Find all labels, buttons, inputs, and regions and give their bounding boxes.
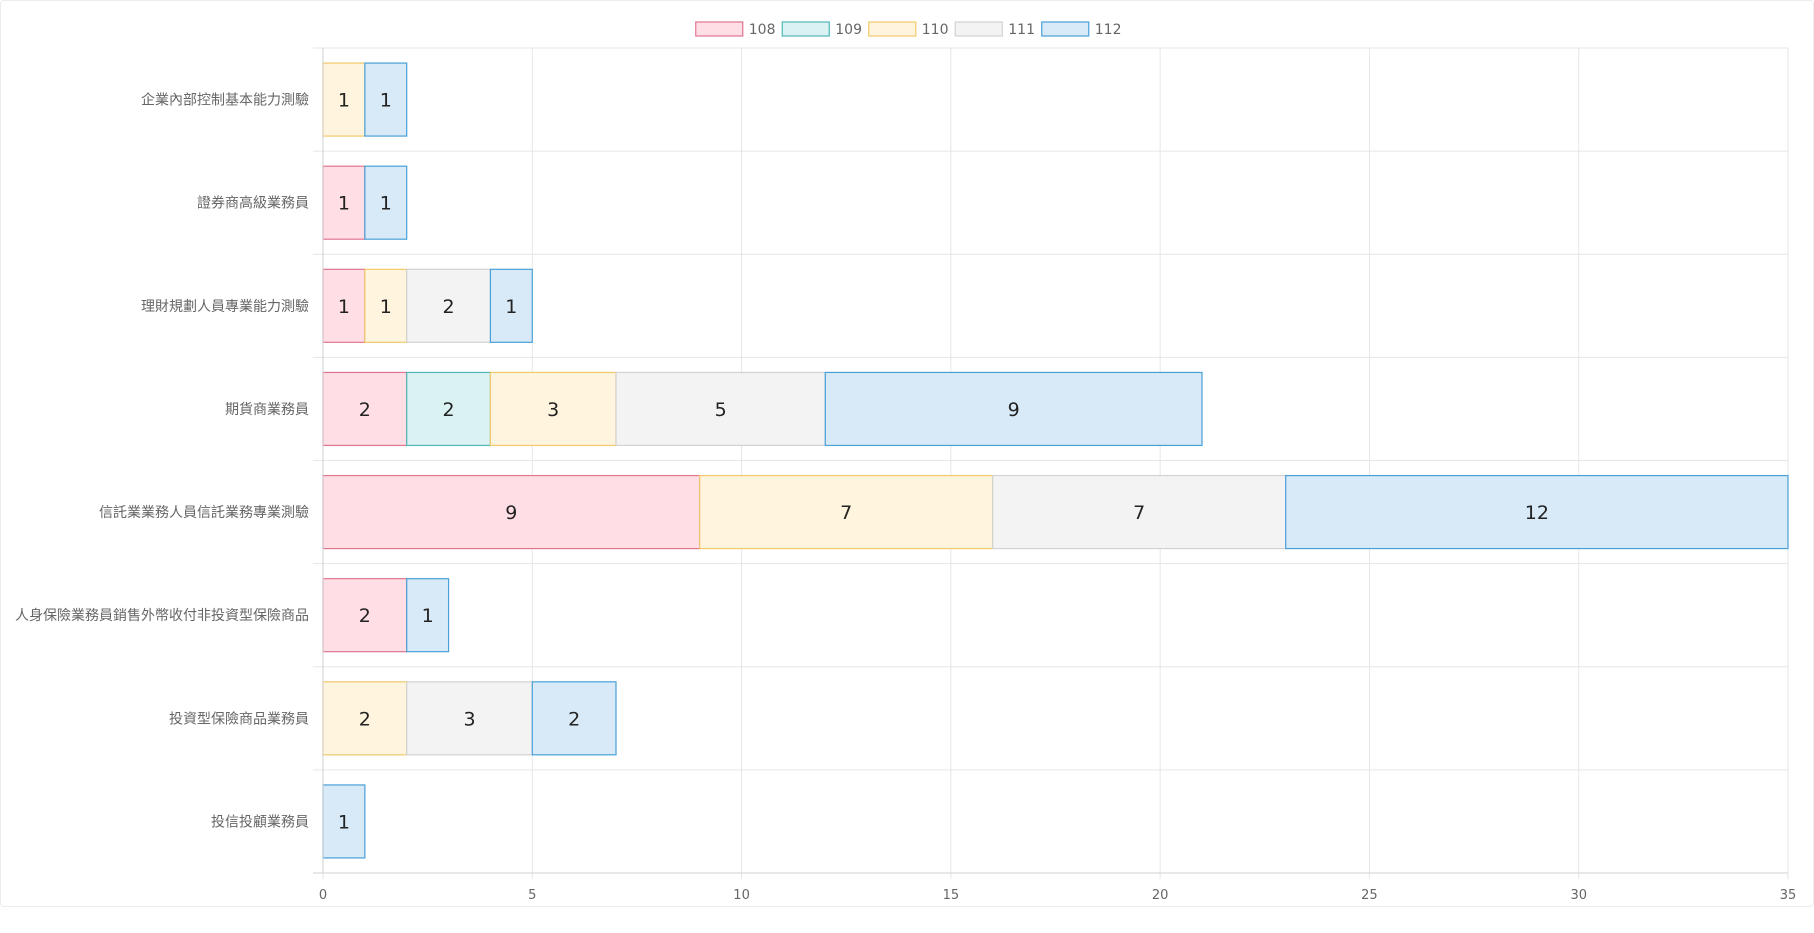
bar-value-label: 9 [505,502,517,524]
bar-value-label: 7 [840,502,852,524]
bar-segment-112[interactable] [489,268,533,343]
legend: 108 109 110 111 112 [695,21,1122,38]
bar-value-label: 7 [1133,502,1145,524]
bar-value-label: 5 [715,399,727,421]
bar-value-label: 2 [359,399,371,421]
x-tick-label: 35 [1780,888,1797,903]
category-label: 信託業業務人員信託業務專業測驗 [99,505,309,521]
bar-value-label: 2 [359,708,371,730]
bar-segment-108[interactable] [322,268,366,343]
bar-segment-112[interactable] [364,62,408,137]
bar-value-label: 1 [338,193,350,215]
bar-segment-111[interactable] [406,681,533,756]
legend-swatch-108[interactable] [695,21,744,37]
x-tick-label: 20 [1152,888,1169,903]
axes: 0 5 10 15 20 25 30 35企業內部控制基本能力測驗證券商高級業務員理財規劃人員… [15,48,1796,903]
bar-value-label: 1 [505,296,517,318]
category-label: 企業內部控制基本能力測驗 [141,92,309,109]
legend-label[interactable]: 110 [922,22,949,38]
bar-value-label: 3 [547,399,559,421]
bar-value-label: 2 [568,708,580,730]
bar-value-label: 1 [380,90,392,112]
category-label: 證券商高級業務員 [197,195,309,212]
bar-value-label: 2 [443,296,455,318]
category-label: 期貨商業務員 [225,401,309,418]
bar-value-label: 1 [380,193,392,215]
bar-segment-112[interactable] [322,784,366,859]
bar-segment-112[interactable] [531,681,617,756]
bar-segment-112[interactable] [824,371,1203,447]
bar-value-label: 1 [338,90,350,112]
legend-swatch-111[interactable] [954,21,1003,37]
bar-segment-111[interactable] [615,371,826,447]
bar-value-label: 3 [463,708,475,730]
bar-value-label: 9 [1008,399,1020,421]
legend-swatch-110[interactable] [868,21,917,37]
legend-swatch-109[interactable] [781,21,830,37]
bar-segment-112[interactable] [406,578,450,653]
legend-label[interactable]: 108 [749,22,776,38]
x-tick-label: 30 [1570,888,1587,903]
bar-value-label: 1 [380,296,392,318]
legend-label[interactable]: 111 [1008,22,1035,38]
category-label: 投信投顧業務員 [211,814,309,830]
legend-label[interactable]: 109 [835,22,862,38]
x-tick-label: 15 [943,888,960,903]
category-label: 人身保險業務員銷售外幣收付非投資型保險商品 [15,608,309,624]
bar-value-label: 2 [443,399,455,421]
bar-segment-110[interactable] [489,371,617,447]
bar-value-label: 1 [338,296,350,318]
bars: 1 11 11 1 2 12 2 3 5 99 7 7 122 12 3 21 [322,62,1789,859]
bar-value-label: 12 [1525,502,1549,524]
bar-segment-111[interactable] [992,474,1287,550]
bar-segment-110[interactable] [699,474,994,550]
bar-value-label: 1 [422,605,434,627]
category-label: 投資型保險商品業務員 [169,711,309,727]
legend-swatch-112[interactable] [1041,21,1090,37]
x-tick-label: 10 [733,888,750,903]
bar-value-label: 1 [338,811,350,833]
category-label: 理財規劃人員專業能力測驗 [141,299,309,315]
bar-segment-110[interactable] [322,681,408,756]
x-tick-label: 5 [528,888,536,903]
x-tick-label: 0 [319,888,327,903]
bar-value-label: 2 [359,605,371,627]
chart-container: 108 109 110 111 112 1 1 1 1 1 1 2 1 2 2 3 5 9 9 7 7 12 2 1 2 3 2 1… [0,0,1814,907]
bar-segment-111[interactable] [406,268,492,343]
stacked-bar-chart: 108 109 110 111 112 1 11 11 1 2 12 2 3 5 99 7 7 122 12 3 21… [15,21,1796,903]
legend-label[interactable]: 112 [1095,22,1122,38]
bar-segment-112[interactable] [1285,474,1789,550]
x-tick-label: 25 [1361,888,1378,903]
bar-segment-112[interactable] [364,165,408,240]
bar-segment-108[interactable] [322,474,701,550]
